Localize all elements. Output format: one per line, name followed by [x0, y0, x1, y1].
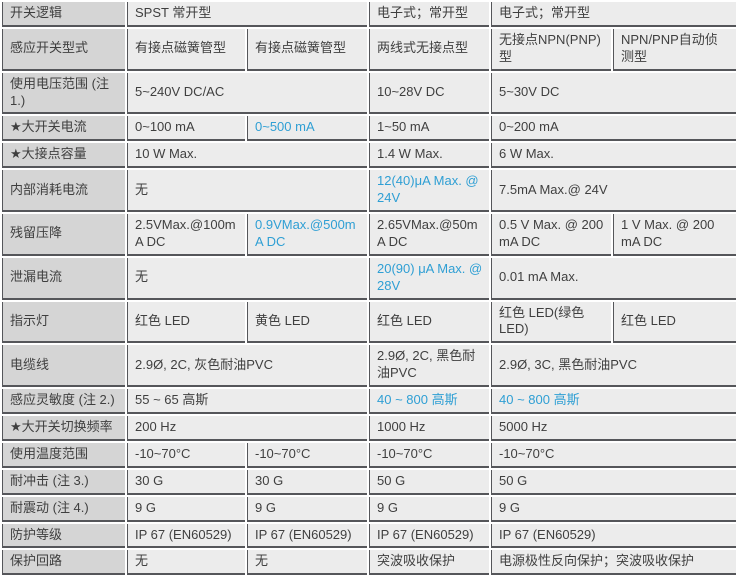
spec-cell: 0~500 mA: [247, 116, 367, 142]
table-row: 使用温度范围 -10~70°C -10~70°C -10~70°C -10~70°C: [2, 442, 737, 468]
spec-cell: 55 ~ 65 高斯: [127, 389, 367, 415]
spec-cell: 1000 Hz: [369, 416, 489, 441]
spec-cell: 30 G: [247, 469, 367, 495]
spec-cell: 10~28V DC: [369, 72, 489, 115]
spec-cell: 1~50 mA: [369, 116, 489, 142]
spec-cell: IP 67 (EN60529): [247, 523, 367, 549]
table-row: ★大开关切换频率 200 Hz 1000 Hz 5000 Hz: [2, 416, 737, 441]
spec-cell: 9 G: [247, 496, 367, 522]
table-row: ★大接点容量 10 W Max. 1.4 W Max. 6 W Max.: [2, 143, 737, 169]
row-header: ★大开关电流: [2, 116, 125, 142]
spec-cell: 无接点NPN(PNP)型: [491, 28, 611, 71]
table-row: 保护回路无无突波吸收保护 电源极性反向保护；突波吸收保护: [2, 550, 737, 576]
row-header: 感应灵敏度 (注 2.): [2, 389, 125, 415]
spec-cell: 突波吸收保护: [369, 550, 489, 576]
spec-cell: 无: [127, 257, 367, 300]
spec-cell: SPST 常开型: [127, 2, 367, 27]
row-header: 内部消耗电流: [2, 170, 125, 213]
spec-cell: IP 67 (EN60529): [369, 523, 489, 549]
spec-cell: 40 ~ 800 高斯: [491, 389, 737, 415]
spec-cell: 无: [247, 550, 367, 576]
spec-cell: 5~30V DC: [491, 72, 737, 115]
spec-cell: 0.5 V Max. @ 200 mA DC: [491, 214, 611, 256]
spec-cell: 9 G: [491, 496, 737, 522]
spec-cell: 7.5mA Max.@ 24V: [491, 170, 737, 213]
spec-cell: 有接点磁簧管型: [127, 28, 245, 71]
table-row: 指示灯 红色 LED 黄色 LED 红色 LED 红色 LED(绿色 LED) 红色 LE…: [2, 301, 737, 344]
row-header: ★大开关切换频率: [2, 416, 125, 441]
table-row: 残留压降 2.5VMax.@100mA DC 0.9VMax.@500mA DC 2.…: [2, 214, 737, 256]
spec-cell: 5000 Hz: [491, 416, 737, 441]
row-header: 使用温度范围: [2, 442, 125, 468]
row-header: 开关逻辑: [2, 2, 125, 27]
spec-cell: 50 G: [369, 469, 489, 495]
spec-cell: 2.9Ø, 2C, 灰色耐油PVC: [127, 345, 367, 388]
spec-cell: 无: [127, 170, 367, 213]
spec-cell: -10~70°C: [369, 442, 489, 468]
spec-cell: 50 G: [491, 469, 737, 495]
spec-cell: 6 W Max.: [491, 143, 737, 169]
spec-cell: 0~100 mA: [127, 116, 245, 142]
row-header: ★大接点容量: [2, 143, 125, 169]
row-header: 耐震动 (注 4.): [2, 496, 125, 522]
spec-cell: IP 67 (EN60529): [127, 523, 245, 549]
spec-cell: 无: [127, 550, 245, 576]
row-header: 感应开关型式: [2, 28, 125, 71]
table-row: 电缆线 2.9Ø, 2C, 灰色耐油PVC 2.9Ø, 2C, 黑色耐油PVC 2.9…: [2, 345, 737, 388]
spec-cell: 30 G: [127, 469, 245, 495]
row-header: 泄漏电流: [2, 257, 125, 300]
spec-cell: 0~200 mA: [491, 116, 737, 142]
spec-cell: 1 V Max. @ 200 mA DC: [613, 214, 737, 256]
spec-cell: 10 W Max.: [127, 143, 367, 169]
spec-cell: 2.5VMax.@100mA DC: [127, 214, 245, 256]
spec-cell: NPN/PNP自动侦测型: [613, 28, 737, 71]
table-row: 防护等级 IP 67 (EN60529) IP 67 (EN60529) IP 67 …: [2, 523, 737, 549]
spec-cell: 两线式无接点型: [369, 28, 489, 71]
row-header: 耐冲击 (注 3.): [2, 469, 125, 495]
spec-cell: 2.65VMax.@50mA DC: [369, 214, 489, 256]
spec-cell: -10~70°C: [247, 442, 367, 468]
spec-cell: 9 G: [127, 496, 245, 522]
spec-cell: 9 G: [369, 496, 489, 522]
spec-cell: 有接点磁簧管型: [247, 28, 367, 71]
table-row: 使用电压范围 (注 1.) 5~240V DC/AC 10~28V DC 5~30V …: [2, 72, 737, 115]
spec-cell: 红色 LED: [127, 301, 245, 344]
spec-cell: 1.4 W Max.: [369, 143, 489, 169]
spec-cell: 200 Hz: [127, 416, 367, 441]
spec-cell: 电源极性反向保护；突波吸收保护: [491, 550, 737, 576]
spec-cell: 2.9Ø, 3C, 黑色耐油PVC: [491, 345, 737, 388]
spec-cell: 20(90) μA Max. @ 28V: [369, 257, 489, 300]
table-row: 感应灵敏度 (注 2.) 55 ~ 65 高斯 40 ~ 800 高斯 40 ~ 80…: [2, 389, 737, 415]
spec-cell: IP 67 (EN60529): [491, 523, 737, 549]
row-header: 使用电压范围 (注 1.): [2, 72, 125, 115]
spec-cell: 红色 LED: [369, 301, 489, 344]
spec-cell: 0.9VMax.@500mA DC: [247, 214, 367, 256]
row-header: 保护回路: [2, 550, 125, 576]
spec-cell: 0.01 mA Max.: [491, 257, 737, 300]
row-header: 电缆线: [2, 345, 125, 388]
spec-cell: 40 ~ 800 高斯: [369, 389, 489, 415]
row-header: 残留压降: [2, 214, 125, 256]
table-row: 内部消耗电流无 12(40)μA Max. @ 24V 7.5mA Max.@ 24…: [2, 170, 737, 213]
table-row: 感应开关型式 有接点磁簧管型 有接点磁簧管型 两线式无接点型 无接点NPN(PNP)型 N…: [2, 28, 737, 71]
table-row: 泄漏电流无 20(90) μA Max. @ 28V 0.01 mA Max.: [2, 257, 737, 300]
table-row: 开关逻辑 SPST 常开型 电子式；常开型 电子式；常开型: [2, 2, 737, 27]
spec-cell: -10~70°C: [127, 442, 245, 468]
table-row: 耐冲击 (注 3.) 30 G 30 G 50 G 50 G: [2, 469, 737, 495]
spec-cell: 红色 LED: [613, 301, 737, 344]
table-row: ★大开关电流 0~100 mA 0~500 mA 1~50 mA 0~200 mA: [2, 116, 737, 142]
spec-cell: 红色 LED(绿色 LED): [491, 301, 611, 344]
row-header: 指示灯: [2, 301, 125, 344]
spec-cell: 黄色 LED: [247, 301, 367, 344]
spec-cell: 12(40)μA Max. @ 24V: [369, 170, 489, 213]
spec-cell: -10~70°C: [491, 442, 737, 468]
spec-cell: 电子式；常开型: [491, 2, 737, 27]
spec-cell: 2.9Ø, 2C, 黑色耐油PVC: [369, 345, 489, 388]
spec-cell: 电子式；常开型: [369, 2, 489, 27]
spec-cell: 5~240V DC/AC: [127, 72, 367, 115]
row-header: 防护等级: [2, 523, 125, 549]
